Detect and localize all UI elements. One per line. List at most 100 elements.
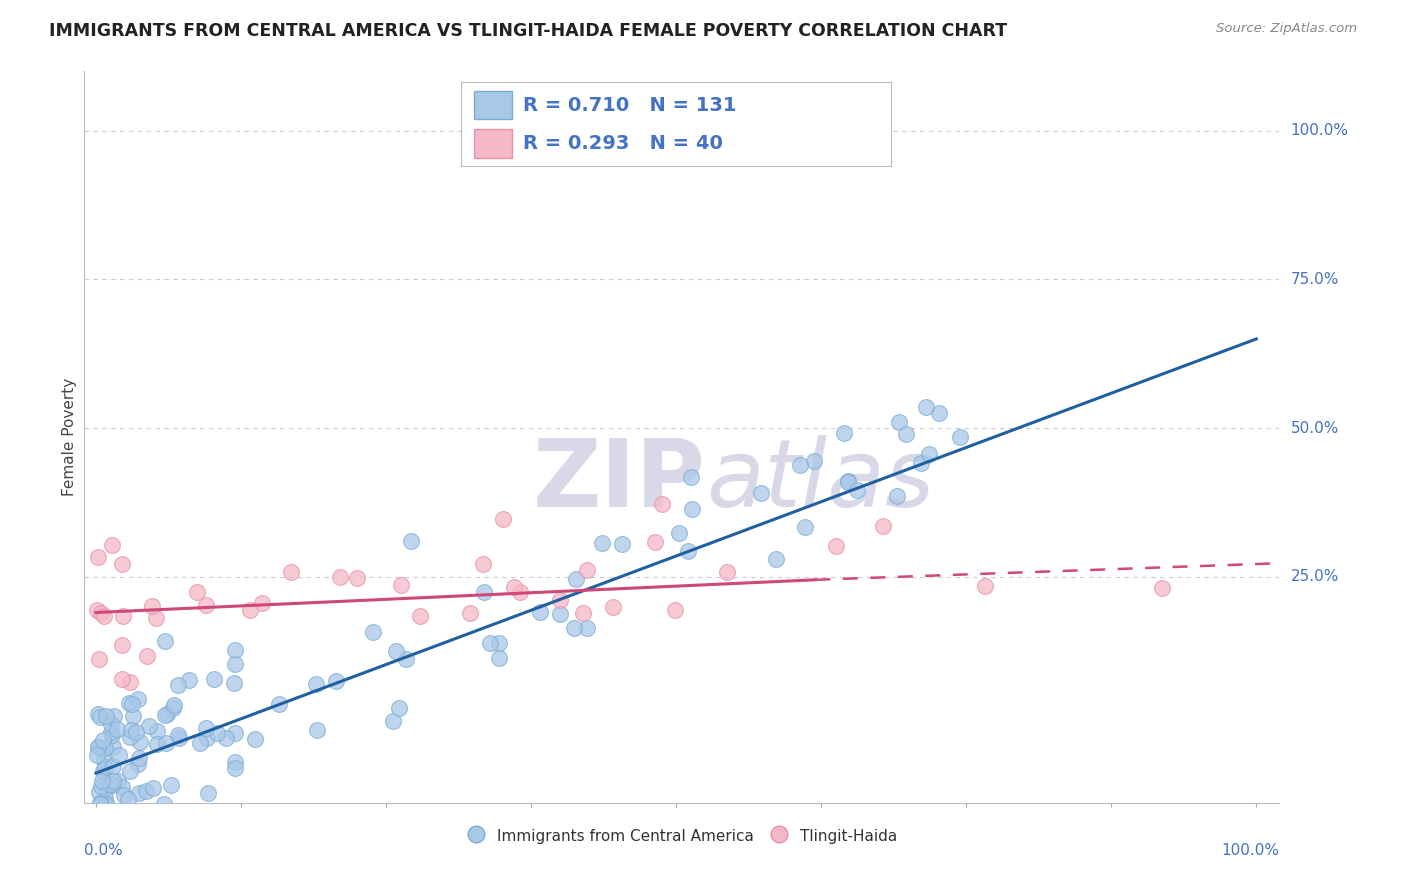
- Point: [832, 426, 855, 441]
- Point: [87, 550, 110, 565]
- Point: [89, 796, 111, 810]
- Point: [128, 735, 150, 749]
- Point: [789, 458, 811, 473]
- Point: [146, 724, 169, 739]
- Y-axis label: Female Poverty: Female Poverty: [62, 378, 77, 496]
- Point: [125, 724, 148, 739]
- Text: 100.0%: 100.0%: [1291, 123, 1348, 138]
- Point: [1150, 582, 1173, 596]
- Text: 50.0%: 50.0%: [1291, 421, 1339, 435]
- Point: [190, 735, 212, 749]
- Point: [409, 608, 432, 623]
- Point: [384, 644, 406, 658]
- Point: [329, 570, 352, 584]
- Point: [250, 596, 273, 610]
- Point: [749, 486, 772, 500]
- Point: [86, 739, 108, 754]
- Point: [388, 700, 411, 714]
- Point: [90, 606, 112, 620]
- Point: [918, 447, 941, 461]
- Point: [127, 810, 149, 824]
- Point: [94, 790, 117, 805]
- Point: [239, 602, 262, 616]
- Point: [492, 512, 515, 526]
- Point: [145, 611, 167, 625]
- Point: [668, 525, 690, 540]
- Point: [245, 731, 267, 746]
- Point: [928, 407, 950, 421]
- Point: [562, 621, 585, 635]
- Point: [100, 716, 122, 731]
- Point: [197, 787, 219, 801]
- Point: [167, 678, 190, 692]
- Point: [89, 797, 111, 811]
- Point: [509, 585, 531, 599]
- Point: [87, 785, 110, 799]
- Point: [681, 502, 703, 516]
- Point: [361, 624, 384, 639]
- Point: [90, 773, 112, 788]
- Point: [479, 636, 502, 650]
- Point: [395, 651, 418, 665]
- Point: [458, 606, 481, 620]
- Point: [94, 763, 117, 777]
- Point: [121, 709, 143, 723]
- Point: [100, 725, 122, 739]
- Point: [346, 571, 368, 585]
- Point: [86, 602, 108, 616]
- Point: [155, 634, 177, 648]
- Point: [112, 788, 135, 802]
- Point: [135, 784, 157, 798]
- Point: [128, 751, 150, 765]
- Point: [280, 565, 302, 579]
- Point: [89, 710, 111, 724]
- Point: [307, 723, 329, 738]
- Point: [96, 780, 118, 794]
- Point: [118, 675, 141, 690]
- Point: [120, 764, 142, 778]
- Point: [112, 608, 135, 623]
- Point: [267, 698, 290, 712]
- Point: [94, 740, 117, 755]
- Point: [153, 708, 176, 723]
- Point: [765, 551, 787, 566]
- Point: [103, 774, 125, 789]
- Point: [381, 714, 404, 728]
- Point: [186, 585, 208, 599]
- Point: [224, 756, 246, 770]
- Point: [914, 401, 936, 415]
- Point: [166, 728, 188, 742]
- Point: [224, 761, 246, 775]
- Point: [179, 673, 201, 687]
- Point: [202, 672, 225, 686]
- Point: [602, 599, 624, 614]
- Point: [142, 814, 165, 829]
- Point: [87, 652, 110, 666]
- Point: [121, 698, 143, 712]
- Point: [107, 748, 129, 763]
- Point: [846, 483, 869, 497]
- Point: [101, 759, 124, 773]
- Point: [98, 777, 121, 791]
- Point: [167, 731, 190, 745]
- Point: [93, 759, 115, 773]
- Point: [488, 636, 510, 650]
- Point: [974, 579, 997, 593]
- Point: [502, 580, 524, 594]
- Point: [205, 726, 228, 740]
- Point: [195, 731, 218, 745]
- Point: [610, 537, 633, 551]
- Text: 100.0%: 100.0%: [1222, 843, 1279, 858]
- Point: [111, 806, 134, 821]
- Point: [128, 787, 150, 801]
- Point: [564, 572, 586, 586]
- Point: [472, 584, 495, 599]
- Point: [136, 649, 159, 664]
- Point: [111, 672, 134, 686]
- Point: [101, 778, 124, 792]
- Point: [127, 692, 149, 706]
- Point: [153, 797, 176, 812]
- Point: [793, 519, 815, 533]
- Point: [887, 416, 910, 430]
- Point: [117, 792, 139, 806]
